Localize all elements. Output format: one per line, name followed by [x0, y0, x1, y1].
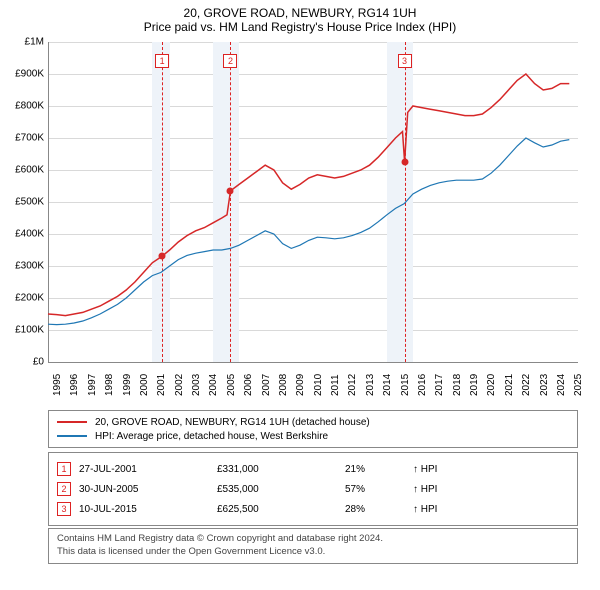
transaction-date: 10-JUL-2015	[79, 504, 209, 515]
x-tick-label: 2000	[139, 374, 150, 396]
x-tick-label: 2022	[521, 374, 532, 396]
y-tick-label: £100K	[15, 325, 44, 336]
chart-svg	[48, 42, 578, 362]
x-tick-label: 2005	[226, 374, 237, 396]
x-tick-label: 2018	[452, 374, 463, 396]
title-block: 20, GROVE ROAD, NEWBURY, RG14 1UH Price …	[0, 0, 600, 38]
legend-row: HPI: Average price, detached house, West…	[57, 429, 569, 443]
legend-swatch	[57, 435, 87, 437]
legend-label: HPI: Average price, detached house, West…	[95, 431, 328, 442]
y-tick-label: £900K	[15, 69, 44, 80]
transaction-arrow: ↑ HPI	[413, 504, 437, 515]
transaction-date: 30-JUN-2005	[79, 484, 209, 495]
transaction-pct: 28%	[345, 504, 405, 515]
x-tick-label: 1997	[87, 374, 98, 396]
x-tick-label: 2017	[434, 374, 445, 396]
footer-line1: Contains HM Land Registry data © Crown c…	[57, 533, 569, 546]
x-tick-label: 1999	[122, 374, 133, 396]
legend-row: 20, GROVE ROAD, NEWBURY, RG14 1UH (detac…	[57, 415, 569, 429]
y-tick-label: £500K	[15, 197, 44, 208]
y-tick-label: £600K	[15, 165, 44, 176]
x-tick-label: 2009	[295, 374, 306, 396]
y-tick-label: £300K	[15, 261, 44, 272]
x-tick-label: 2006	[243, 374, 254, 396]
y-axis: £0£100K£200K£300K£400K£500K£600K£700K£80…	[0, 42, 48, 362]
y-tick-label: £700K	[15, 133, 44, 144]
x-tick-label: 1998	[104, 374, 115, 396]
transaction-row: 2 30-JUN-2005 £535,000 57% ↑ HPI	[57, 479, 569, 499]
x-tick-label: 2001	[156, 374, 167, 396]
x-tick-label: 2003	[191, 374, 202, 396]
x-tick-label: 2020	[486, 374, 497, 396]
x-tick-label: 2004	[208, 374, 219, 396]
x-tick-label: 2024	[556, 374, 567, 396]
transaction-row: 3 10-JUL-2015 £625,500 28% ↑ HPI	[57, 499, 569, 519]
transaction-row: 1 27-JUL-2001 £331,000 21% ↑ HPI	[57, 459, 569, 479]
legend-swatch	[57, 421, 87, 423]
chart-plot-area: 1 2 3	[48, 42, 578, 362]
x-tick-label: 2016	[417, 374, 428, 396]
footer-attribution: Contains HM Land Registry data © Crown c…	[48, 528, 578, 564]
series-line-property	[48, 74, 569, 316]
transactions-table: 1 27-JUL-2001 £331,000 21% ↑ HPI 2 30-JUN-2005…	[48, 452, 578, 526]
legend-label: 20, GROVE ROAD, NEWBURY, RG14 1UH (detac…	[95, 417, 370, 428]
transaction-arrow: ↑ HPI	[413, 484, 437, 495]
transaction-dot	[401, 158, 408, 165]
legend: 20, GROVE ROAD, NEWBURY, RG14 1UH (detac…	[48, 410, 578, 448]
footer-line2: This data is licensed under the Open Gov…	[57, 546, 569, 559]
x-axis: 1995 1996 1997 1998 1999 2000 2001 2002 2003 2004…	[48, 362, 578, 408]
x-tick-label: 2012	[347, 374, 358, 396]
transaction-marker: 1	[155, 54, 169, 68]
y-tick-label: £800K	[15, 101, 44, 112]
transaction-row-marker: 2	[57, 482, 71, 496]
x-tick-label: 2013	[365, 374, 376, 396]
transaction-pct: 57%	[345, 484, 405, 495]
chart-container: 20, GROVE ROAD, NEWBURY, RG14 1UH Price …	[0, 0, 600, 590]
y-tick-label: £400K	[15, 229, 44, 240]
title-address: 20, GROVE ROAD, NEWBURY, RG14 1UH	[0, 6, 600, 20]
transaction-dot	[227, 187, 234, 194]
transaction-dot	[159, 253, 166, 260]
x-tick-label: 1995	[52, 374, 63, 396]
y-tick-label: £1M	[25, 37, 44, 48]
x-tick-label: 2007	[261, 374, 272, 396]
x-tick-label: 2019	[469, 374, 480, 396]
y-tick-label: £0	[33, 357, 44, 368]
y-tick-label: £200K	[15, 293, 44, 304]
transaction-price: £331,000	[217, 464, 337, 475]
x-tick-label: 2025	[573, 374, 584, 396]
transaction-row-marker: 3	[57, 502, 71, 516]
transaction-pct: 21%	[345, 464, 405, 475]
x-tick-label: 2008	[278, 374, 289, 396]
x-tick-label: 2023	[539, 374, 550, 396]
transaction-row-marker: 1	[57, 462, 71, 476]
title-subtitle: Price paid vs. HM Land Registry's House …	[0, 20, 600, 34]
transaction-marker: 2	[223, 54, 237, 68]
x-tick-label: 1996	[69, 374, 80, 396]
x-tick-label: 2002	[174, 374, 185, 396]
x-tick-label: 2010	[313, 374, 324, 396]
transaction-price: £535,000	[217, 484, 337, 495]
x-tick-label: 2021	[504, 374, 515, 396]
transaction-arrow: ↑ HPI	[413, 464, 437, 475]
x-tick-label: 2011	[330, 374, 341, 396]
transaction-price: £625,500	[217, 504, 337, 515]
transaction-marker: 3	[398, 54, 412, 68]
x-tick-label: 2014	[382, 374, 393, 396]
series-line-hpi	[48, 138, 569, 325]
transaction-date: 27-JUL-2001	[79, 464, 209, 475]
x-tick-label: 2015	[400, 374, 411, 396]
